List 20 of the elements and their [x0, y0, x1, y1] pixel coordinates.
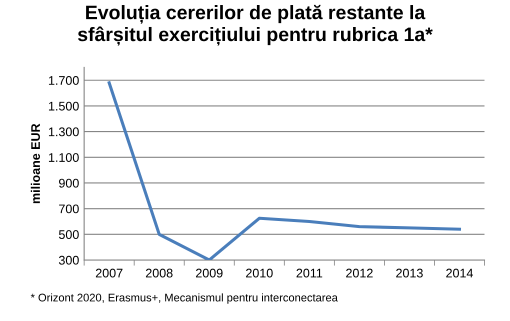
y-tick-label: 500 [58, 230, 79, 239]
x-tick-label: 2012 [346, 268, 373, 278]
x-tick-label: 2014 [446, 268, 474, 278]
y-tick-label: 1.700 [48, 76, 79, 85]
chart-title: Evoluția cererilor de plată restante la sfârșitul exercițiului pentru rubrica 1a* [78, 4, 433, 46]
x-tick-label: 2009 [196, 268, 223, 278]
line-series [108, 81, 462, 260]
y-tick-label: 300 [58, 256, 79, 265]
x-tick-label: 2008 [146, 268, 173, 278]
y-tick-label: 1.300 [48, 127, 79, 136]
y-tick-label: 900 [59, 178, 79, 188]
y-tick-label: 1.500 [48, 102, 79, 111]
y-tick-label: 1.100 [48, 153, 79, 162]
x-tick-label: 2007 [96, 268, 122, 278]
text: * Orizont 2020, Erasmus+, Mecanismul pentru interconectarea [30, 293, 338, 304]
y-tick-label: 700 [59, 204, 79, 214]
x-tick-label: 2010 [246, 268, 273, 278]
y-axis-title: milioane EUR [30, 124, 40, 204]
x-tick-label: 2013 [396, 268, 423, 278]
x-tick-label: 2011 [296, 268, 322, 278]
